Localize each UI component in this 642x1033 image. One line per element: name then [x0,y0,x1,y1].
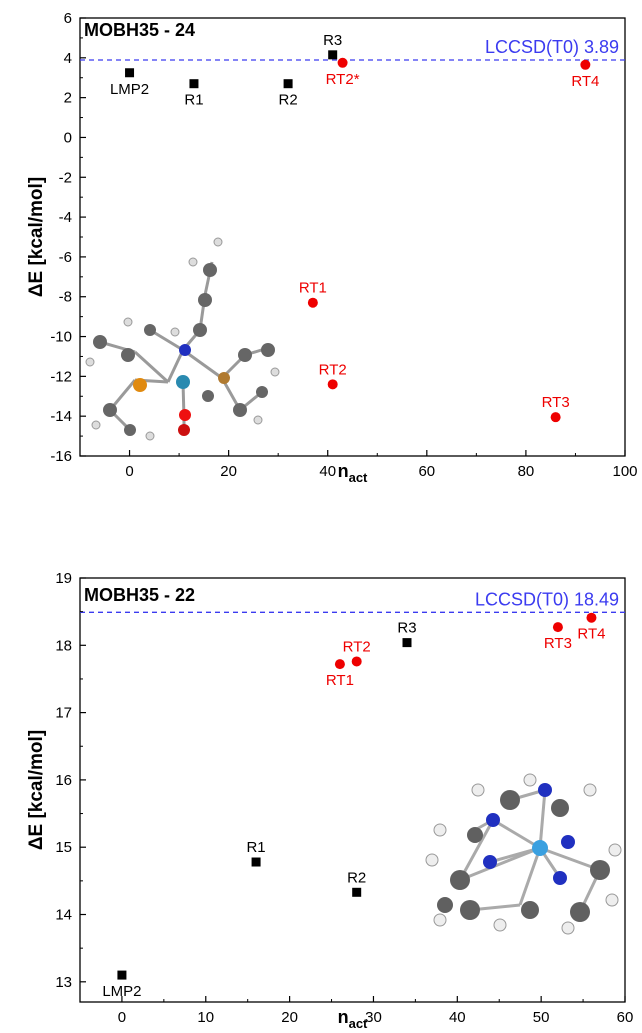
x-axis-title: nact [338,461,368,485]
y-tick-label: 4 [64,50,72,67]
data-point-square [251,857,261,867]
panel-title: MOBH35 - 24 [84,20,195,40]
data-point-circle [552,622,563,633]
data-point-label: R2 [347,869,366,886]
data-point-circle [327,379,338,390]
y-tick-label: -16 [50,448,72,465]
data-point-square [117,970,127,980]
data-point-circle [580,59,591,70]
y-tick-label: 6 [64,10,72,27]
y-tick-label: -2 [59,169,72,186]
y-tick-label: 18 [55,637,72,654]
x-axis-title: nact [338,1007,368,1031]
y-tick-label: -12 [50,368,72,385]
data-point-circle [586,612,597,623]
data-point-label: RT1 [326,672,354,689]
x-tick-label: 80 [518,463,535,480]
data-point-label: RT3 [542,394,570,411]
x-tick-label: 50 [533,1009,550,1026]
data-point-square [402,638,412,648]
chart-panel-bottom: LCCSD(T0) 18.49 0 10 20 30 40 50 60 13 14 15 16 17 18… [26,570,633,1031]
data-point-label: LMP2 [102,983,141,1000]
y-axis-title: ΔE [kcal/mol] [26,177,47,297]
data-point-square [352,887,362,897]
y-tick-label: 17 [55,705,72,722]
y-tick-label: -4 [59,209,72,226]
x-tick-label: 0 [118,1009,126,1026]
y-tick-label: -6 [59,249,72,266]
y-tick-label: 2 [64,90,72,107]
data-point-label: R2 [278,92,297,109]
panel-title: MOBH35 - 22 [84,585,195,605]
data-point-label: R3 [323,32,342,49]
data-point-label: RT4 [577,626,605,643]
data-point-square [189,79,199,89]
data-point-circle [334,659,345,670]
plot-frame [79,577,626,1003]
data-point-label: RT2 [319,361,347,378]
y-tick-label: -10 [50,329,72,346]
y-tick-label: 15 [55,839,72,856]
y-tick-label: 16 [55,772,72,789]
data-point-label: LMP2 [110,81,149,98]
y-tick-label: -8 [59,289,72,306]
data-point-label: RT2 [343,638,371,655]
data-point-circle [307,297,318,308]
x-tick-label: 60 [617,1009,634,1026]
x-tick-label: 30 [365,1009,382,1026]
reference-label: LCCSD(T0) 3.89 [485,37,619,57]
x-tick-label: 20 [281,1009,298,1026]
y-tick-label: -14 [50,408,72,425]
data-point-circle [351,656,362,667]
data-point-circle [550,412,561,423]
data-point-circle [337,57,348,68]
data-point-label: R1 [246,839,265,856]
y-tick-label: 0 [64,129,72,146]
x-tick-label: 0 [125,463,133,480]
x-tick-label: 40 [319,463,336,480]
x-tick-label: 40 [449,1009,466,1026]
reference-label: LCCSD(T0) 18.49 [475,589,619,609]
chart-panel-top: LCCSD(T0) 3.890 20 40 60 80 100-16-14-12-10-8… [26,10,638,485]
x-tick-label: 60 [418,463,435,480]
y-tick-label: 13 [55,974,72,991]
data-point-label: RT4 [571,73,599,90]
data-point-label: RT2* [326,71,360,88]
data-point-label: R3 [397,620,416,637]
molecule-illustration-bottom [425,773,622,935]
y-axis-title: ΔE [kcal/mol] [26,730,47,850]
data-point-label: RT1 [299,280,327,297]
y-tick-label: 19 [55,570,72,587]
x-tick-label: 20 [220,463,237,480]
data-point-label: R1 [184,92,203,109]
data-point-square [328,50,338,60]
data-point-square [283,79,293,89]
y-tick-label: 14 [55,907,72,924]
molecule-illustration-top [85,237,280,441]
x-tick-label: 100 [612,463,637,480]
data-point-label: RT3 [544,635,572,652]
data-point-square [125,68,135,78]
x-tick-label: 10 [197,1009,214,1026]
